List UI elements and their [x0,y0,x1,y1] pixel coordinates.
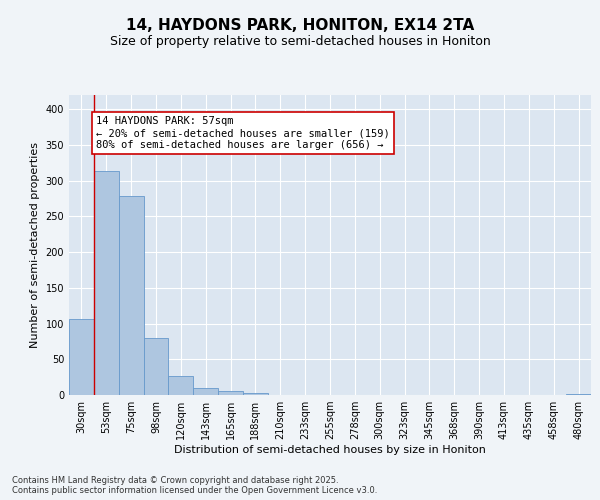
X-axis label: Distribution of semi-detached houses by size in Honiton: Distribution of semi-detached houses by … [174,445,486,455]
Y-axis label: Number of semi-detached properties: Number of semi-detached properties [30,142,40,348]
Bar [193,388,218,395]
Bar [94,172,119,395]
Bar [243,393,268,395]
Bar [218,392,243,395]
Text: 14, HAYDONS PARK, HONITON, EX14 2TA: 14, HAYDONS PARK, HONITON, EX14 2TA [126,18,474,32]
Bar [566,394,591,395]
Bar [143,338,169,395]
Text: Contains HM Land Registry data © Crown copyright and database right 2025.
Contai: Contains HM Land Registry data © Crown c… [12,476,377,495]
Text: 14 HAYDONS PARK: 57sqm
← 20% of semi-detached houses are smaller (159)
80% of se: 14 HAYDONS PARK: 57sqm ← 20% of semi-det… [97,116,390,150]
Bar [119,196,143,395]
Bar [169,376,193,395]
Bar [69,318,94,395]
Text: Size of property relative to semi-detached houses in Honiton: Size of property relative to semi-detach… [110,35,490,48]
